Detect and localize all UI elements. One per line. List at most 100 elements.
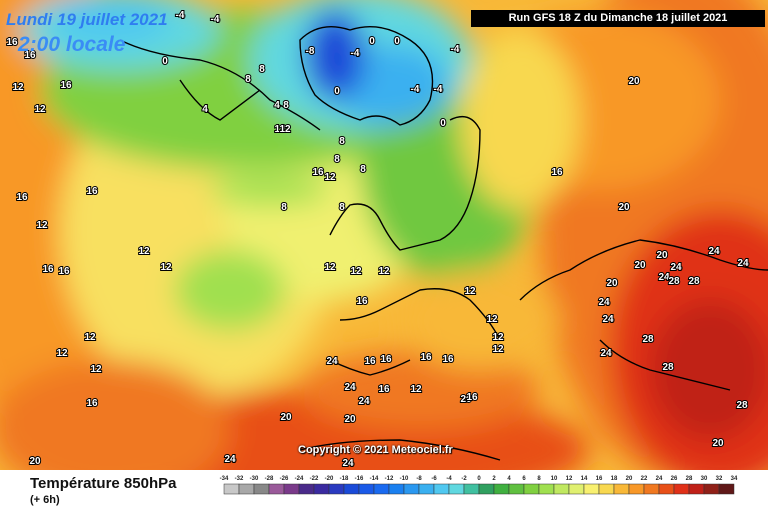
- temperature-value-label: 0: [369, 36, 375, 47]
- temperature-value-label: -4: [434, 84, 443, 95]
- temperature-value-label: 0: [440, 118, 446, 129]
- temperature-value-label: 16: [24, 50, 36, 61]
- color-scale-tick: 18: [611, 476, 618, 482]
- copyright-notice: Copyright © 2021 Meteociel.fr: [298, 444, 453, 456]
- temperature-value-label: 20: [618, 202, 630, 213]
- temperature-value-label: 16: [380, 354, 392, 365]
- temperature-value-label: 12: [492, 344, 504, 355]
- color-scale-tick: -20: [325, 476, 334, 482]
- color-scale-tick: 26: [671, 476, 678, 482]
- temperature-value-label: 16: [58, 266, 70, 277]
- color-scale-tick: 22: [641, 476, 648, 482]
- color-scale-swatch: [448, 483, 465, 495]
- forecast-date: Lundi 19 juillet 2021: [6, 10, 168, 29]
- temperature-value-label: 16: [86, 398, 98, 409]
- color-scale-swatch: [223, 483, 240, 495]
- temperature-value-label: 16: [6, 37, 18, 48]
- temperature-value-label: 16: [42, 264, 54, 275]
- temperature-value-label: -4: [451, 44, 460, 55]
- temperature-value-label: 12: [90, 364, 102, 375]
- temperature-value-label: 12: [138, 246, 150, 257]
- color-scale-swatch: [673, 483, 690, 495]
- color-scale-tick: -10: [400, 476, 409, 482]
- temperature-value-label: 8: [339, 202, 345, 213]
- temperature-value-label: 12: [324, 172, 336, 183]
- color-scale-tick: 34: [731, 476, 738, 482]
- temperature-value-label: 16: [60, 80, 72, 91]
- color-scale-swatch: [478, 483, 495, 495]
- color-scale-swatch: [508, 483, 525, 495]
- temperature-value-label: 24: [344, 382, 356, 393]
- color-scale-swatch: [658, 483, 675, 495]
- temperature-value-label: 8: [360, 164, 366, 175]
- temperature-value-label: 8: [259, 64, 265, 75]
- color-scale-swatch: [643, 483, 660, 495]
- temperature-value-label: 0: [162, 56, 168, 67]
- temperature-value-label: 24: [602, 314, 614, 325]
- temperature-value-label: 24: [326, 356, 338, 367]
- temperature-value-label: 12: [56, 348, 68, 359]
- temperature-value-label: 0: [394, 36, 400, 47]
- color-scale-swatch: [703, 483, 720, 495]
- color-scale-tick: -6: [431, 476, 437, 482]
- temperature-value-label: 12: [486, 314, 498, 325]
- forecast-time: 2:00 locale: [18, 33, 126, 56]
- temperature-value-label: 16: [86, 186, 98, 197]
- color-scale-tick: -16: [355, 476, 364, 482]
- color-scale-swatch: [523, 483, 540, 495]
- temperature-value-label: 16: [466, 392, 478, 403]
- color-scale-tick: -28: [265, 476, 274, 482]
- temperature-value-label: 20: [280, 412, 292, 423]
- color-scale-swatch: [343, 483, 360, 495]
- temperature-value-label: 20: [628, 76, 640, 87]
- color-scale-tick: -26: [280, 476, 289, 482]
- color-scale-swatch: [718, 483, 735, 495]
- color-scale-tick: 14: [581, 476, 588, 482]
- temperature-value-label: 12: [324, 262, 336, 273]
- color-scale-swatch: [313, 483, 330, 495]
- color-scale-swatch: [298, 483, 315, 495]
- temperature-value-label: 12: [378, 266, 390, 277]
- temperature-value-label: 28: [668, 276, 680, 287]
- temperature-value-label: 8: [281, 202, 287, 213]
- temperature-value-label: 28: [736, 400, 748, 411]
- color-scale-swatch: [463, 483, 480, 495]
- color-scale-tick: -2: [461, 476, 467, 482]
- color-scale-tick: 4: [507, 476, 511, 482]
- temperature-value-label: 0: [334, 86, 340, 97]
- temperature-value-label: 24: [358, 396, 370, 407]
- temperature-value-label: 12: [279, 124, 291, 135]
- temperature-value-label: 20: [634, 260, 646, 271]
- temperature-value-label: 4: [274, 100, 280, 111]
- color-scale: -34 -32 -30 -28 -26 -24 -22 -20 -18 -16 -14 -12 -10-…: [220, 476, 738, 495]
- temperature-value-label: 16: [312, 167, 324, 178]
- color-scale-tick: 20: [626, 476, 633, 482]
- temperature-value-label: 20: [29, 456, 41, 467]
- model-run-label: Run GFS 18 Z du Dimanche 18 juillet 2021: [471, 10, 765, 27]
- temperature-value-label: 24: [737, 258, 749, 269]
- color-scale-swatch: [283, 483, 300, 495]
- temperature-value-label: 12: [84, 332, 96, 343]
- color-scale-swatch: [493, 483, 510, 495]
- color-scale-tick: 0: [477, 476, 481, 482]
- temperature-value-label: 20: [712, 438, 724, 449]
- temperature-value-label: 24: [658, 272, 670, 283]
- temperature-value-label: 16: [356, 296, 368, 307]
- color-scale-swatch: [388, 483, 405, 495]
- temperature-value-label: 4: [202, 104, 208, 115]
- temperature-value-label: 12: [410, 384, 422, 395]
- temperature-value-label: 20: [344, 414, 356, 425]
- temperature-value-label: 12: [492, 332, 504, 343]
- temperature-value-label: 8: [339, 136, 345, 147]
- color-scale-swatch: [238, 483, 255, 495]
- legend-panel: -34 -32 -30 -28 -26 -24 -22 -20 -18 -16 -14 -12 -10-…: [0, 470, 768, 512]
- temperature-value-label: 28: [642, 334, 654, 345]
- temperature-value-label: 16: [442, 354, 454, 365]
- color-scale-tick: 30: [701, 476, 708, 482]
- temperature-value-label: 8: [245, 74, 251, 85]
- temperature-value-label: 12: [274, 124, 286, 135]
- color-scale-swatch: [403, 483, 420, 495]
- temperature-value-label: 16: [378, 384, 390, 395]
- temperature-value-label: 20: [656, 250, 668, 261]
